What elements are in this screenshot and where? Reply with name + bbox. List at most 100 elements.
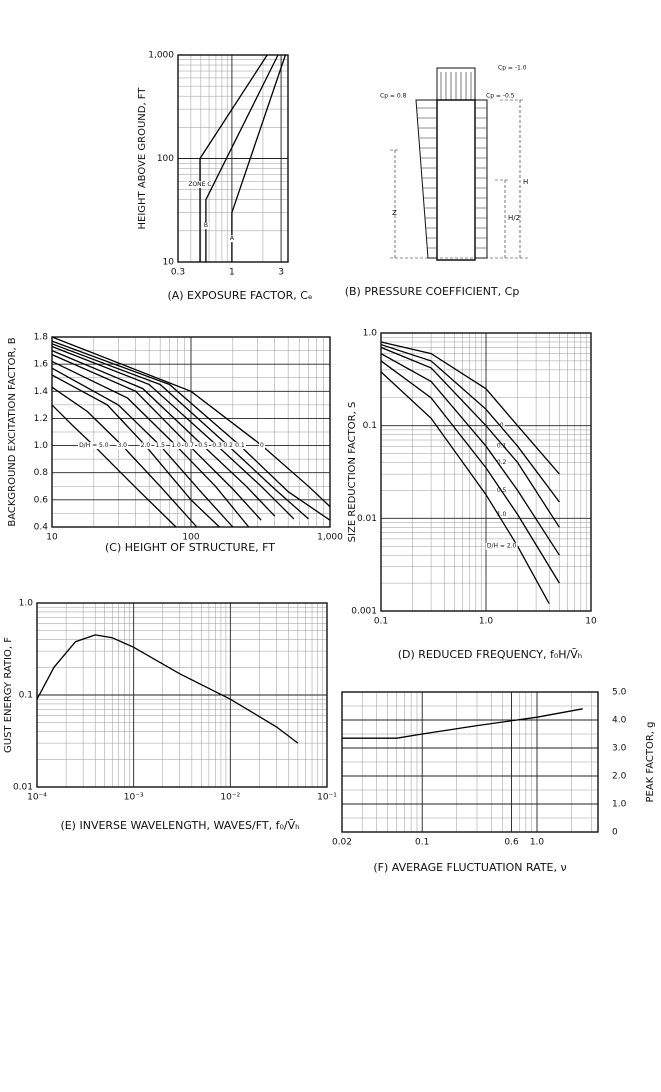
y-axis-label: HEIGHT ABOVE GROUND, FT [137,87,148,230]
label-bg [498,422,505,430]
y-tick-label: 1,000 [148,51,174,61]
label-bg [116,442,129,450]
y-tick-label: 2.0 [612,772,627,782]
y-tick-label: 3.0 [612,744,627,754]
curve [342,708,583,739]
y-tick-label: 1.8 [34,333,49,343]
curve-label: 0 [500,422,504,429]
label-bg [259,442,266,450]
y-axis-label: BACKGROUND EXCITATION FACTOR, B [7,337,18,526]
curve [380,343,560,503]
curve [380,341,560,475]
label-bg [228,235,236,243]
leeward-hatch [475,107,487,249]
building [436,99,476,261]
label-bg [495,510,508,518]
diagram-label: Cp = -1.0 [498,65,527,72]
label-bg [183,442,196,450]
curve [51,404,177,528]
curve-label: 3.0 [117,442,127,449]
curve-label: 0.2 [497,459,507,466]
diagram-label: Cp = 0.8 [380,93,407,100]
chart: 10⁻⁴ 10⁻³ 10⁻² 10⁻¹ 0.01 0.1 1.0 (E) INVERSE WA… [3,599,337,833]
y-tick-label: 0.01 [13,783,33,793]
curve [231,54,287,262]
windward-hatch [417,107,437,249]
label-bg [495,442,508,450]
y-tick-label: 1.4 [34,387,49,397]
curve-label: D/H = 2.0 [487,543,517,550]
curve-label: 2.0 [141,442,151,449]
curve-label: 1.0 [171,442,181,449]
x-tick-label: 1.0 [479,617,494,627]
leeward-pressure [474,99,488,259]
label-bg [78,442,110,450]
y-tick-label: 0.1 [363,421,377,431]
curve [380,353,560,556]
x-tick-label: 3 [278,268,284,278]
y-tick-label: 1.0 [34,441,49,451]
chart: 10 100 1,000 0.4 0.6 0.8 1.0 1.2 1.4 1.6 1.8 D/H = … [7,333,343,555]
plot-frame [341,691,599,833]
curve-label: B [204,222,208,229]
windward-pressure [415,99,438,259]
curve [380,371,550,605]
pressure-diagram: Cp = -1.0 Cp = 0.8 Cp = -0.5 H H/2 Z (B)… [345,65,530,298]
curve-label: 0.7 [184,442,194,449]
x-tick-label: 10⁻¹ [317,793,337,803]
curve [380,360,560,584]
y-tick-label: 0.8 [34,468,49,478]
curve [380,346,560,528]
y-tick-label: 0.4 [34,523,49,533]
curve-label: 0.1 [497,443,507,450]
x-axis-label: (E) INVERSE WAVELENGTH, WAVES/FT, f₀/V̄ₕ [60,819,299,832]
y-tick-label: 1.0 [363,329,378,339]
curve [199,54,268,262]
curve-label: 0 [260,442,264,449]
label-bg [202,222,210,230]
curve-label: A [230,235,235,242]
x-tick-label: 10⁻⁴ [27,793,47,803]
label-bg [211,442,224,450]
label-bg [495,459,508,467]
plot-frame [177,54,289,263]
curve [51,343,309,520]
x-tick-label: 1,000 [317,533,343,543]
y-tick-label: 1.0 [612,800,627,810]
curve-label: 1.0 [497,511,507,518]
plot-frame [51,336,331,528]
chart: 0.02 0.1 0.6 1.0 0 1.0 2.0 3.0 4.0 5.0 (F) AVERAGE… [332,688,656,875]
chart: 0.1 1.0 100.0010.010.11.000.10.20.51.0D/H … [347,329,597,662]
curve-label: 1.5 [155,442,165,449]
label-bg [234,442,246,450]
label-bg [222,442,235,450]
curve-label: ZONE C [188,181,211,188]
x-tick-label: 10 [585,617,597,627]
x-axis-label: (F) AVERAGE FLUCTUATION RATE, ν [373,861,566,874]
y-tick-label: 1.0 [19,599,34,609]
y-tick-label: 10 [163,258,175,268]
x-tick-label: 10⁻³ [124,793,144,803]
y-tick-label: 0.6 [34,495,49,505]
plot-frame [380,332,592,612]
diagram-label: H [523,178,528,186]
x-tick-label: 10⁻² [220,793,240,803]
x-axis-label: (C) HEIGHT OF STRUCTURE, FT [105,541,275,554]
curve-label: 0.5 [198,442,208,449]
label-bg [139,442,152,450]
diagram-label: H/2 [508,214,520,222]
y-tick-label: 1.6 [34,360,49,370]
x-tick-label: 1.0 [530,838,545,848]
y-axis-label: SIZE REDUCTION FACTOR, S [347,402,358,543]
y-tick-label: 0.1 [19,691,33,701]
x-tick-label: 0.1 [415,838,429,848]
x-tick-label: 1 [229,268,235,278]
x-tick-label: 100 [182,533,199,543]
x-tick-label: 0.1 [374,617,388,627]
x-tick-label: 10 [46,533,58,543]
roof-arrows [440,72,472,100]
label-bg [187,181,213,188]
x-axis-label: (A) EXPOSURE FACTOR, Cₑ [167,289,312,302]
y-tick-label: 1.2 [34,414,48,424]
y-tick-label: 0 [612,828,618,838]
